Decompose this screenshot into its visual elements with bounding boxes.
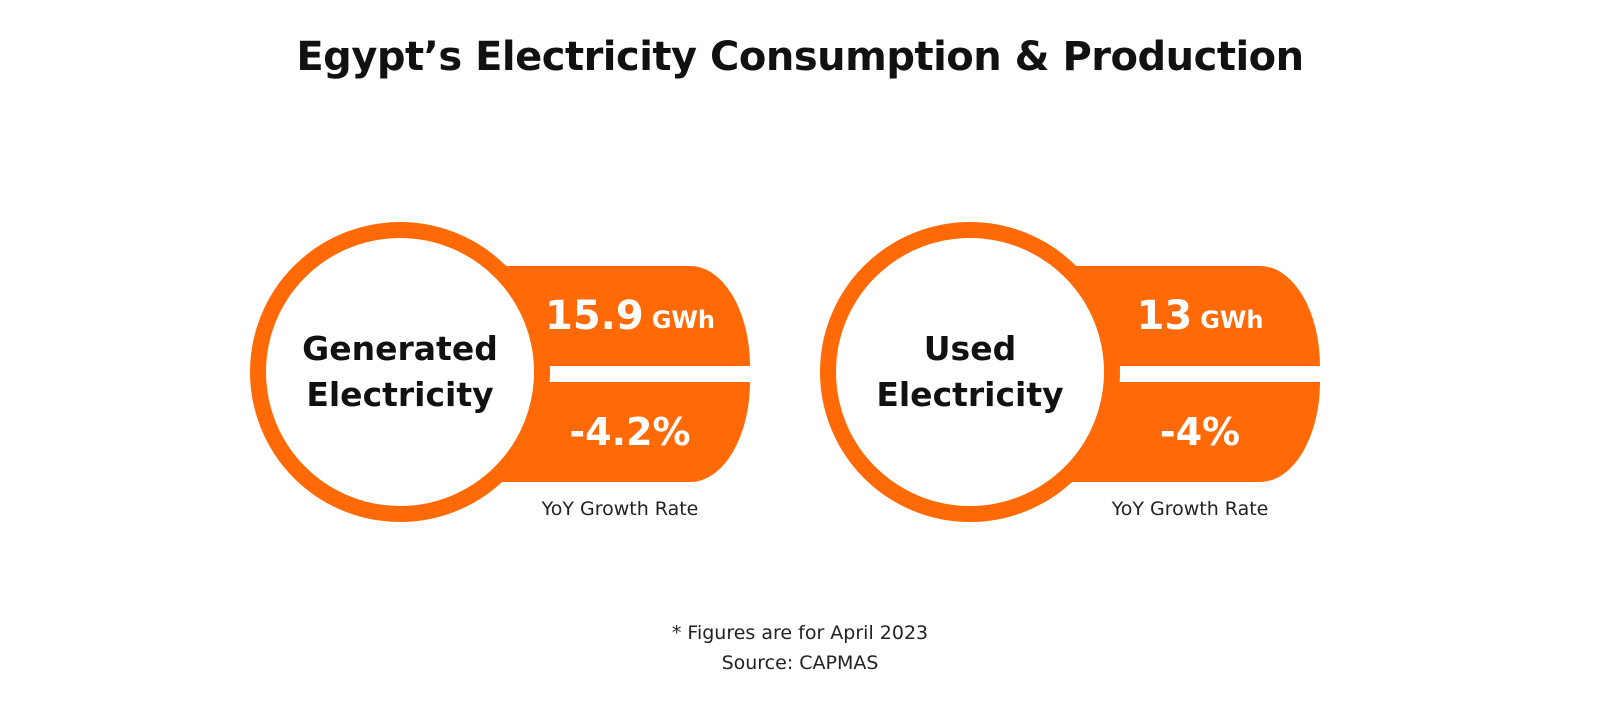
circle-label-line2: Electricity xyxy=(306,375,494,414)
circle-label-line2: Electricity xyxy=(876,375,1064,414)
label-circle: Used Electricity xyxy=(820,222,1120,522)
value-unit: GWh xyxy=(651,306,715,334)
used-electricity-card: 13 GWh -4% Used Electricity YoY Growth R… xyxy=(820,222,1340,522)
circle-label-line1: Used xyxy=(923,329,1017,368)
growth-value: -4% xyxy=(1159,410,1241,454)
circle-label: Used Electricity xyxy=(876,326,1063,418)
value-number: 13 xyxy=(1136,293,1193,339)
growth-caption: YoY Growth Rate xyxy=(1111,498,1269,520)
value-number: 15.9 xyxy=(545,293,644,339)
generated-electricity-card: 15.9 GWh -4.2% Generated Electricity YoY… xyxy=(250,222,770,522)
footnote: * Figures are for April 2023 xyxy=(671,622,929,644)
value-unit: GWh xyxy=(1200,306,1264,334)
growth-caption: YoY Growth Rate xyxy=(541,498,699,520)
footer: * Figures are for April 2023 Source: CAP… xyxy=(0,618,1600,678)
growth-value: -4.2% xyxy=(569,410,691,454)
source-credit: Source: CAPMAS xyxy=(721,652,879,674)
circle-label: Generated Electricity xyxy=(302,326,498,418)
page-title: Egypt’s Electricity Consumption & Produc… xyxy=(296,34,1304,80)
label-circle: Generated Electricity xyxy=(250,222,550,522)
circle-label-line1: Generated xyxy=(302,329,498,368)
